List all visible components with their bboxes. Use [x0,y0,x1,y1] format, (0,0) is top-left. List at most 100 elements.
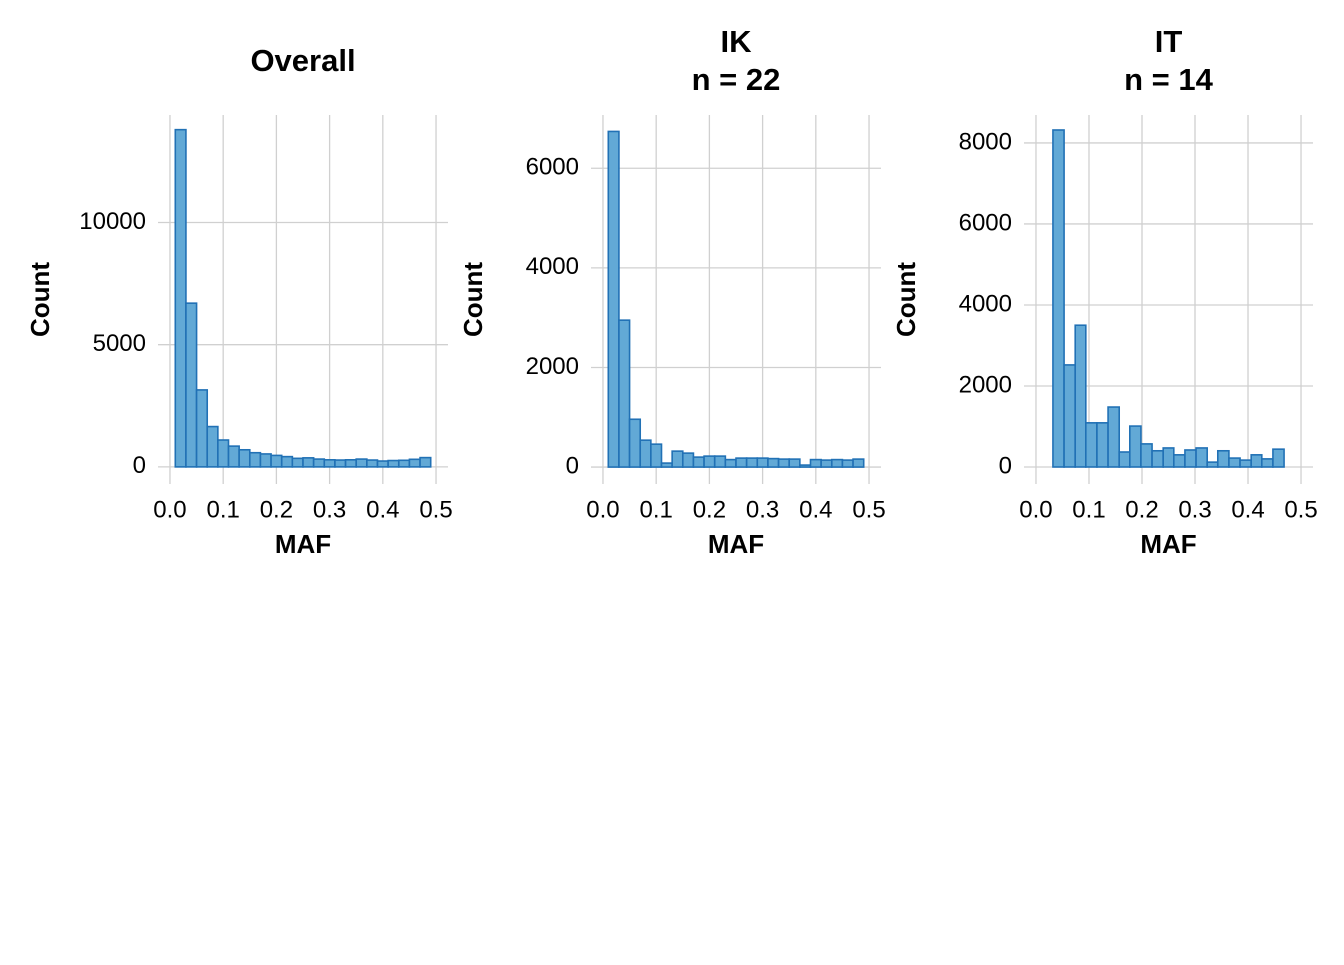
bar [1228,457,1241,468]
x-tick-label: 0.5 [419,496,452,523]
bar [1216,449,1230,468]
y-tick-label: 6000 [526,154,579,181]
x-tick-label: 0.3 [313,496,346,523]
bar [671,450,684,468]
bar [1140,443,1153,468]
bar [1063,364,1077,468]
y-tick-label: 0 [566,452,579,479]
y-tick-label: 5000 [93,330,146,357]
bar [1195,447,1208,468]
panel: ITn = 14 0 2000 4000 6000 8000 0.0 0.1 0.2 0.3 0.4… [891,24,1318,559]
bar [809,458,822,468]
bar [1118,451,1131,468]
y-tick-label: 4000 [526,253,579,280]
bar [206,425,219,468]
y-tick-label: 2000 [959,371,1012,398]
bar [703,455,716,468]
bar [419,456,432,468]
x-tick-label: 0.3 [1178,496,1211,523]
y-tick-label: 6000 [959,209,1012,236]
x-axis-label: MAF [1140,529,1196,559]
x-tick-label: 0.2 [693,496,726,523]
bar [185,302,198,468]
bar [1052,129,1065,468]
bar [227,445,240,468]
y-tick-label: 10000 [79,208,146,235]
x-axis-label: MAF [708,529,764,559]
bar [280,455,294,468]
x-tick-label: 0.0 [153,496,186,523]
y-tick-label: 2000 [526,353,579,380]
bar [248,451,262,468]
y-tick-label: 0 [133,452,146,479]
bar [1151,449,1164,468]
bar [607,130,620,468]
bar [713,455,727,468]
bar [1085,422,1098,468]
y-axis-label: Count [25,262,55,337]
x-tick-label: 0.2 [260,496,293,523]
bar [366,459,379,468]
chart-title: IK [721,24,753,59]
x-tick-label: 0.4 [799,496,832,523]
bar [735,457,748,468]
x-tick-label: 0.0 [586,496,619,523]
bar [777,458,791,468]
bar [1250,454,1263,468]
bar [1184,449,1197,468]
bar [681,452,695,468]
bar [397,459,411,468]
bar [1206,461,1219,468]
bar [767,457,780,468]
y-tick-label: 8000 [959,128,1012,155]
x-tick-label: 0.1 [639,496,672,523]
bar [1162,447,1175,468]
bar [1272,448,1285,468]
bar [1129,425,1142,468]
bar [312,458,326,468]
bar [1096,422,1109,468]
bar [270,454,283,468]
bar [852,458,865,468]
bar [1107,406,1121,468]
x-tick-label: 0.4 [366,496,399,523]
chart-subtitle: n = 14 [1124,62,1214,97]
bar [217,439,230,468]
bar [387,459,400,468]
y-tick-label: 0 [999,452,1012,479]
bar [323,459,336,468]
bar [238,448,251,468]
bar [1074,324,1087,468]
chart-title: IT [1155,24,1183,59]
bar [1260,458,1274,468]
x-tick-label: 0.0 [1019,496,1052,523]
y-axis-label: Count [891,262,921,337]
bar [724,458,737,468]
x-tick-label: 0.5 [852,496,885,523]
bar [639,439,652,468]
bar [820,459,833,468]
bar [788,458,801,468]
chart-title: Overall [250,43,355,78]
bar [692,456,705,468]
panel: Overall 0 5000 10000 0.0 0.1 0.2 0.3 0.4 0.5 MAF Co… [25,43,453,559]
bar [830,458,844,468]
bar [618,319,631,468]
x-tick-label: 0.5 [1284,496,1317,523]
bar [1173,454,1186,468]
bar [259,453,272,468]
bar [650,443,663,468]
panel: IKn = 22 0 2000 4000 6000 0.0 0.1 0.2 0.3 0.4 0.5 M… [458,24,886,559]
bar [799,464,812,468]
chart-subtitle: n = 22 [692,62,781,97]
bar [376,460,389,468]
bar [745,457,759,468]
x-axis-label: MAF [275,529,331,559]
bar [195,389,209,468]
bar [291,457,304,468]
bar [1239,459,1252,468]
bar [628,418,642,468]
x-tick-label: 0.4 [1231,496,1264,523]
x-tick-label: 0.1 [1072,496,1105,523]
